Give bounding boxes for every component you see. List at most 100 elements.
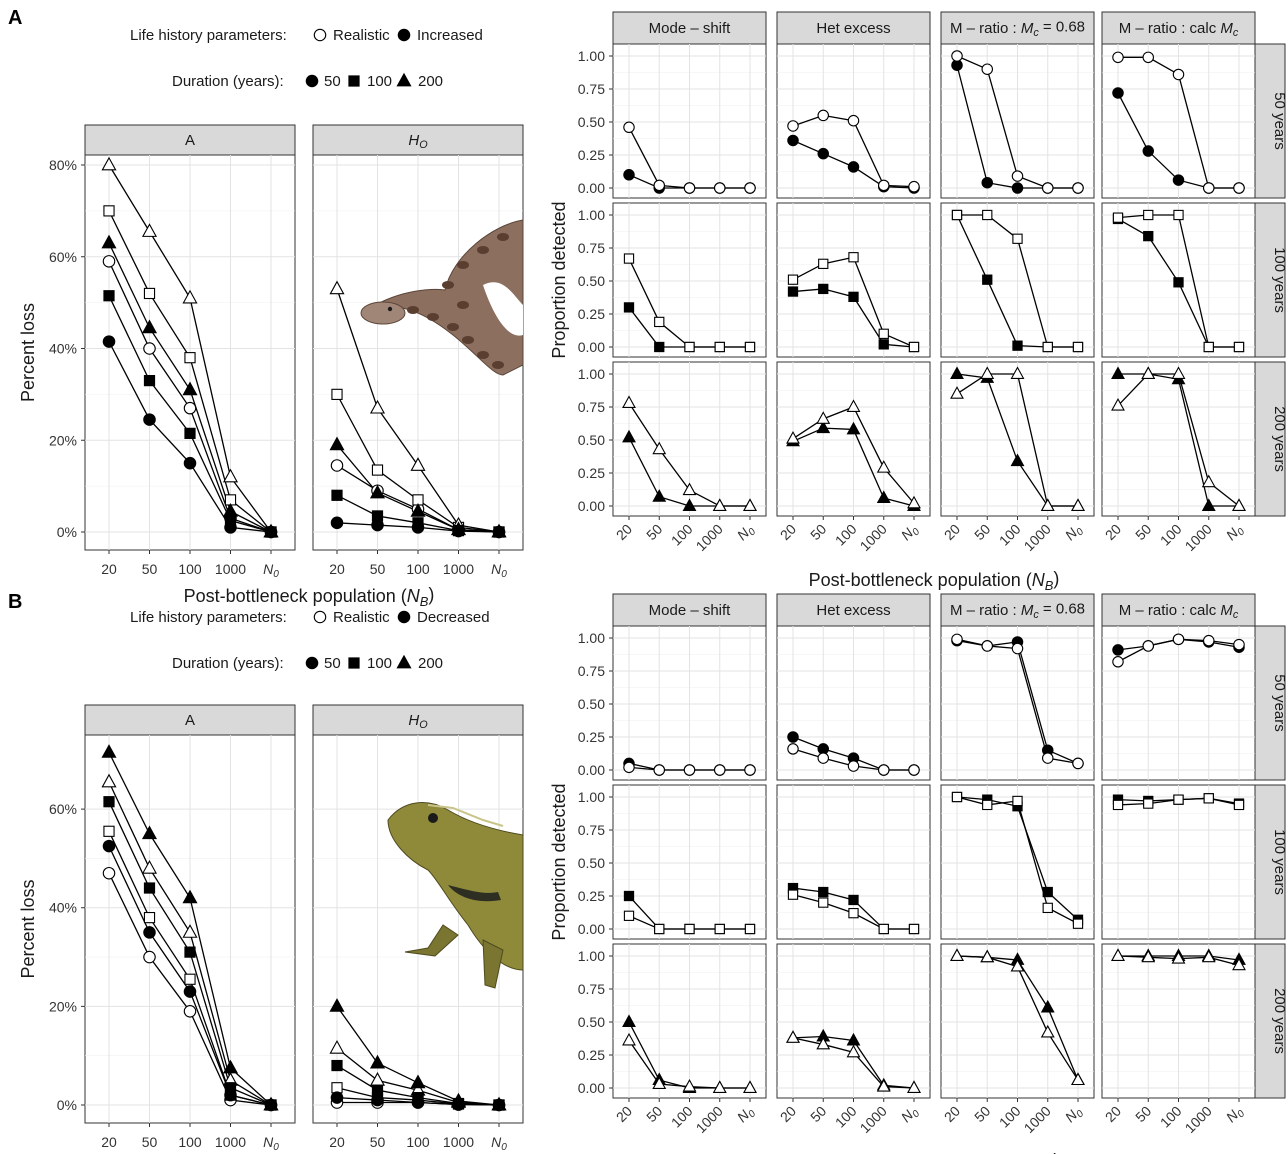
strip-col-1-bg <box>776 11 931 45</box>
lizard-crest <box>427 804 504 827</box>
data-point-open <box>1143 209 1154 221</box>
data-point-filled <box>1143 230 1154 242</box>
data-point-filled-100 <box>224 1082 237 1094</box>
strip-col-3-bg <box>1101 11 1256 45</box>
data-point-open-200 <box>182 924 198 938</box>
data-point-filled-100 <box>103 290 115 302</box>
data-point-open-50 <box>143 342 156 355</box>
legend-a-legend-open-marker <box>313 28 327 42</box>
data-point-open <box>1042 752 1054 764</box>
data-point-open <box>786 1030 800 1043</box>
legend-b-legend-second: Decreased <box>417 609 490 626</box>
strip-col-3: M – ratio : calc Mc​ <box>1119 20 1239 39</box>
x-tick-label: 50 <box>142 561 158 577</box>
data-point-open-200 <box>329 1039 345 1054</box>
data-point-open <box>846 399 861 412</box>
data-point-filled-200 <box>182 381 198 396</box>
y-tick-label: 1.00 <box>578 207 605 223</box>
data-point-open <box>1203 341 1214 353</box>
data-point-open <box>848 252 859 263</box>
strip-left-HO-bg <box>312 124 524 156</box>
data-point-open <box>1042 341 1053 353</box>
strip-left-HO: HO​ <box>408 712 428 731</box>
data-point-filled <box>817 147 829 160</box>
strip-left-A: A <box>185 132 195 149</box>
data-point-filled <box>1112 644 1124 656</box>
data-point-open <box>1072 341 1084 353</box>
y-tick-label: 0.25 <box>578 465 605 481</box>
lizard-leg <box>404 924 459 957</box>
snake-head <box>360 301 406 325</box>
grid-lines <box>1102 785 1255 939</box>
y-tick-label: 0.50 <box>578 273 605 289</box>
data-point-open-100 <box>371 464 384 476</box>
x-tick-label: 1000 <box>215 561 246 577</box>
data-point-filled-50 <box>143 926 156 939</box>
strip-row-1: 100 years <box>1271 247 1288 313</box>
x-tick-label: 50 <box>643 1103 665 1125</box>
data-point-open <box>818 897 829 908</box>
right-x-axis-title: Post-bottleneck population (NB​) <box>809 1150 1060 1154</box>
data-point-filled <box>787 731 799 743</box>
data-point-open <box>1071 1072 1085 1086</box>
data-point-open <box>1203 793 1214 804</box>
data-point-open-100 <box>184 973 196 985</box>
snake-spot <box>492 361 504 369</box>
y-tick-label: 40% <box>49 341 77 357</box>
strip-row-2: 200 years <box>1271 406 1288 472</box>
data-point-open <box>1201 949 1216 963</box>
data-point-filled-100 <box>103 796 115 808</box>
y-tick-label: 60% <box>49 249 77 265</box>
data-point-open <box>684 341 695 353</box>
data-point-open <box>816 1036 831 1050</box>
x-tick-label: 20 <box>777 1103 799 1125</box>
x-tick-label: 1000 <box>1021 1103 1054 1136</box>
x-tick-label: N0​ <box>734 1103 759 1128</box>
data-point-open <box>1010 958 1025 972</box>
data-point-open <box>713 182 726 194</box>
data-point-filled <box>1012 340 1023 351</box>
x-tick-label: 1000 <box>1182 1103 1215 1136</box>
x-tick-label: 50 <box>370 561 386 577</box>
data-point-filled <box>818 886 829 898</box>
data-point-filled-200 <box>101 234 117 249</box>
data-point-open <box>1071 498 1085 511</box>
data-point-open-50 <box>183 401 197 415</box>
data-point-open-200 <box>141 859 158 874</box>
data-point-filled-50 <box>330 1091 344 1104</box>
data-point-open <box>1011 642 1024 655</box>
x-tick-label: 100 <box>832 521 860 549</box>
x-tick-label: N0​ <box>491 1134 507 1153</box>
x-tick-label: N0​ <box>898 1103 923 1128</box>
data-point-filled-100 <box>143 882 156 894</box>
x-tick-label: N0​ <box>1223 1103 1248 1128</box>
data-point-open <box>982 209 993 221</box>
data-point-filled <box>1112 87 1124 99</box>
y-tick-label: 1.00 <box>578 630 605 646</box>
data-point-open <box>951 50 963 62</box>
grid-lines <box>1102 44 1255 198</box>
data-point-open <box>623 761 635 774</box>
data-point-filled-200 <box>410 503 426 517</box>
data-point-open <box>682 1079 697 1092</box>
data-point-open <box>980 949 995 963</box>
data-point-filled-200 <box>263 523 279 538</box>
data-point-filled-50 <box>330 516 344 530</box>
x-tick-label: 20 <box>777 521 799 543</box>
y-tick-label: 1.00 <box>578 948 605 964</box>
legend-b-duration-title: Duration (years): <box>172 655 284 672</box>
data-point-open <box>652 1076 667 1089</box>
data-point-open <box>623 910 635 921</box>
y-tick-label: 0.50 <box>578 1014 605 1030</box>
lizard-leg <box>482 939 504 989</box>
data-point-open <box>1171 366 1186 379</box>
x-tick-label: 1000 <box>693 1103 726 1136</box>
data-point-open <box>848 908 859 919</box>
x-tick-label: 1000 <box>857 1103 890 1136</box>
y-tick-label: 20% <box>49 998 77 1014</box>
data-point-open <box>653 179 665 192</box>
data-point-open <box>817 752 829 764</box>
strip-col-2-bg <box>940 593 1095 627</box>
legend-a-legend-50-marker <box>305 74 319 88</box>
data-point-filled <box>787 286 799 297</box>
